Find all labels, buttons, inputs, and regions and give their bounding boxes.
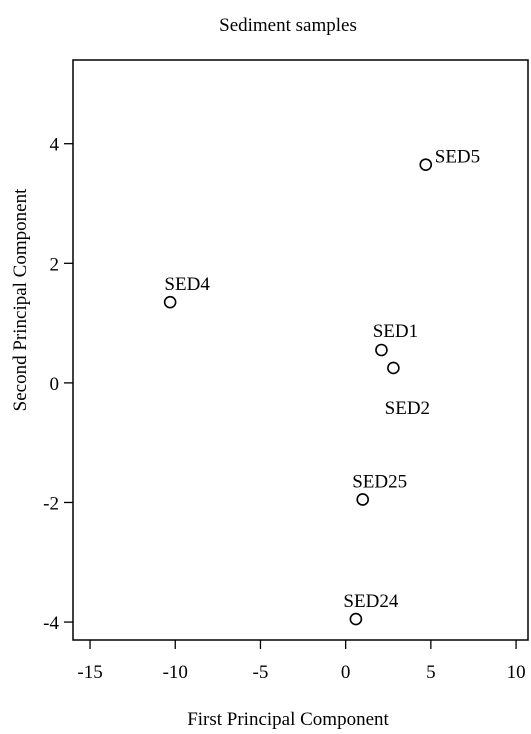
- y-axis-label: Second Principal Component: [10, 188, 31, 411]
- point-label-sed24: SED24: [343, 591, 398, 612]
- point-label-sed5: SED5: [435, 147, 480, 168]
- data-point-sed5: [420, 159, 431, 170]
- x-tick-label: 10: [507, 662, 526, 683]
- x-axis: -15 -10 -5 0 5 10: [77, 640, 525, 683]
- data-point-sed2: [388, 362, 399, 373]
- point-label-sed2: SED2: [385, 398, 430, 419]
- point-label-sed1: SED1: [373, 321, 418, 342]
- x-tick-label: 0: [341, 662, 351, 683]
- y-tick-label: 4: [50, 135, 60, 156]
- x-tick-label: -15: [77, 662, 102, 683]
- x-axis-label: First Principal Component: [187, 709, 389, 730]
- x-tick-label: -10: [163, 662, 188, 683]
- data-point-sed24: [350, 614, 361, 625]
- data-point-sed1: [376, 345, 387, 356]
- data-point-sed4: [165, 297, 176, 308]
- y-tick-label: -2: [43, 493, 59, 514]
- chart-title: Sediment samples: [219, 15, 357, 36]
- y-axis: 4 2 0 -2 -4: [43, 135, 73, 634]
- x-tick-label: 5: [426, 662, 436, 683]
- y-tick-label: 0: [50, 374, 60, 395]
- x-tick-label: -5: [253, 662, 269, 683]
- data-point-sed25: [357, 494, 368, 505]
- y-tick-label: -4: [43, 613, 59, 634]
- y-tick-label: 2: [50, 254, 60, 275]
- point-label-sed25: SED25: [352, 471, 407, 492]
- data-points: SED5 SED4 SED1 SED2 SED25 SED24: [164, 147, 480, 625]
- point-label-sed4: SED4: [164, 274, 210, 295]
